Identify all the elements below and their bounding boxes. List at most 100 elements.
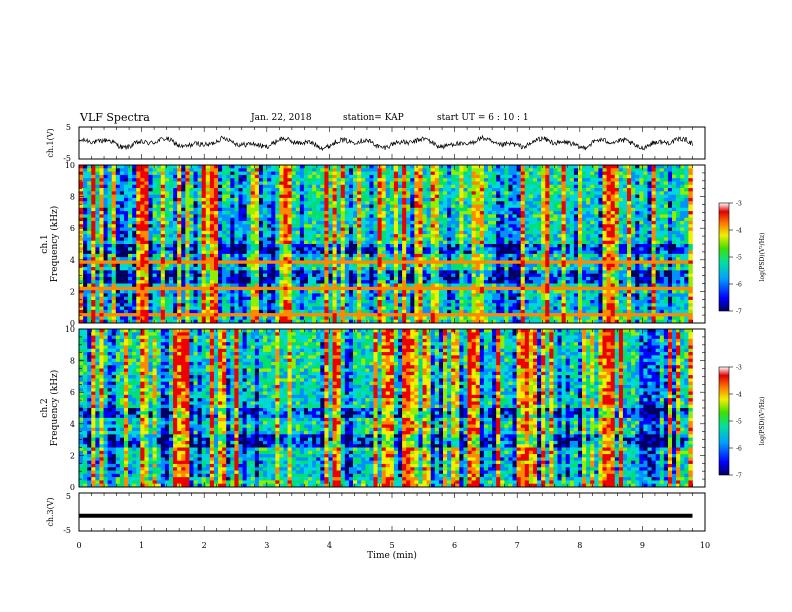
spectrogram-cell [320, 178, 325, 182]
spectrogram-cell [128, 188, 133, 192]
spectrogram-cell [434, 194, 440, 199]
spectrogram-cell [107, 244, 113, 248]
spectrogram-cell [213, 263, 219, 268]
spectrogram-cell [283, 217, 288, 222]
spectrogram-cell [443, 211, 448, 215]
spectrogram-cell [181, 319, 186, 324]
spectrogram-cell [463, 227, 468, 232]
spectrogram-cell [152, 217, 158, 222]
spectrogram-cell [438, 257, 444, 261]
spectrogram-cell [132, 197, 137, 202]
spectrogram-cell [99, 319, 104, 324]
spectrogram-cell [483, 253, 489, 258]
spectrogram-cell [308, 194, 313, 199]
spectrogram-cell [185, 224, 190, 228]
spectrogram-cell [377, 171, 382, 176]
spectrogram-cell [369, 267, 374, 271]
spectrogram-cell [271, 184, 276, 189]
spectrogram-cell [459, 220, 464, 225]
spectrogram-cell [111, 253, 117, 258]
spectrogram-cell [222, 220, 227, 225]
spectrogram-cell [414, 276, 419, 281]
spectrogram-cell [443, 260, 448, 265]
spectrogram-cell [418, 174, 423, 179]
spectrogram-cell [312, 174, 317, 179]
spectrogram-cell [238, 240, 243, 245]
spectrogram-cell [152, 191, 158, 195]
spectrogram-cell [238, 237, 243, 242]
spectrogram-cell [115, 207, 121, 212]
spectrogram-cell [254, 303, 260, 307]
spectrogram-cell [479, 181, 485, 186]
spectrogram-cell [111, 168, 117, 172]
spectrogram-cell [308, 313, 313, 317]
spectrogram-cell [406, 178, 411, 182]
spectrogram-cell [438, 244, 444, 248]
spectrogram-cell [267, 201, 272, 205]
spectrogram-cell [406, 296, 411, 301]
spectrogram-cell [344, 188, 350, 192]
spectrogram-cell [156, 253, 162, 258]
spectrogram-cell [132, 290, 137, 294]
spectrogram-cell [451, 247, 456, 251]
spectrogram-cell [123, 188, 129, 192]
spectrogram-cell [230, 257, 235, 261]
spectrogram-cell [177, 227, 182, 232]
spectrogram-cell [308, 280, 313, 284]
spectrogram-cell [132, 168, 137, 172]
spectrogram-cell [119, 263, 125, 268]
spectrogram-cell [320, 214, 325, 218]
spectrogram-cell [258, 220, 264, 225]
spectrogram-cell [132, 313, 137, 317]
spectrogram-cell [148, 296, 153, 301]
spectrogram-cell [242, 286, 247, 291]
spectrogram-cell [287, 191, 292, 195]
spectrogram-cell [418, 283, 423, 288]
spectrogram-cell [316, 178, 321, 182]
spectrogram-cell [430, 220, 436, 225]
spectrogram-cell [197, 188, 202, 192]
spectrogram-cell [103, 319, 108, 324]
spectrogram-cell [389, 250, 395, 255]
spectrogram-cell [487, 234, 493, 238]
spectrogram-cell [393, 270, 399, 274]
spectrogram-cell [279, 217, 284, 222]
spectrogram-cell [123, 276, 129, 281]
spectrogram-cell [222, 309, 227, 314]
spectrogram-cell [299, 174, 305, 179]
spectrogram-cell [148, 257, 153, 261]
spectrogram-cell [230, 234, 235, 238]
spectrogram-cell [328, 244, 333, 248]
spectrogram-cell [132, 217, 137, 222]
spectrogram-cell [344, 290, 350, 294]
spectrogram-cell [291, 316, 297, 321]
spectrogram-cell [295, 227, 301, 232]
spectrogram-cell [455, 207, 460, 212]
spectrogram-cell [434, 250, 440, 255]
spectrogram-cell [402, 247, 407, 251]
spectrogram-cell [238, 286, 243, 291]
spectrogram-cell [447, 309, 452, 314]
spectrogram-cell [381, 188, 387, 192]
spectrogram-cell [201, 319, 207, 324]
spectrogram-cell [115, 220, 121, 225]
spectrogram-cell [365, 303, 370, 307]
spectrogram-cell [181, 227, 186, 232]
spectrogram-cell [258, 165, 264, 169]
spectrogram-cell [483, 276, 489, 281]
spectrogram-cell [83, 293, 88, 297]
spectrogram-cell [434, 230, 440, 235]
spectrogram-cell [328, 247, 333, 251]
spectrogram-cell [103, 237, 108, 242]
spectrogram-cell [361, 276, 366, 281]
spectrogram-cell [459, 230, 464, 235]
spectrogram-cell [348, 234, 354, 238]
spectrogram-cell [426, 211, 432, 215]
spectrogram-cell [160, 240, 166, 245]
spectrogram-cell [451, 319, 456, 324]
spectrogram-cell [168, 197, 174, 202]
spectrogram-cell [291, 283, 297, 288]
spectrogram-cell [185, 165, 190, 169]
spectrogram-cell [193, 270, 198, 274]
spectrogram-cell [99, 290, 104, 294]
